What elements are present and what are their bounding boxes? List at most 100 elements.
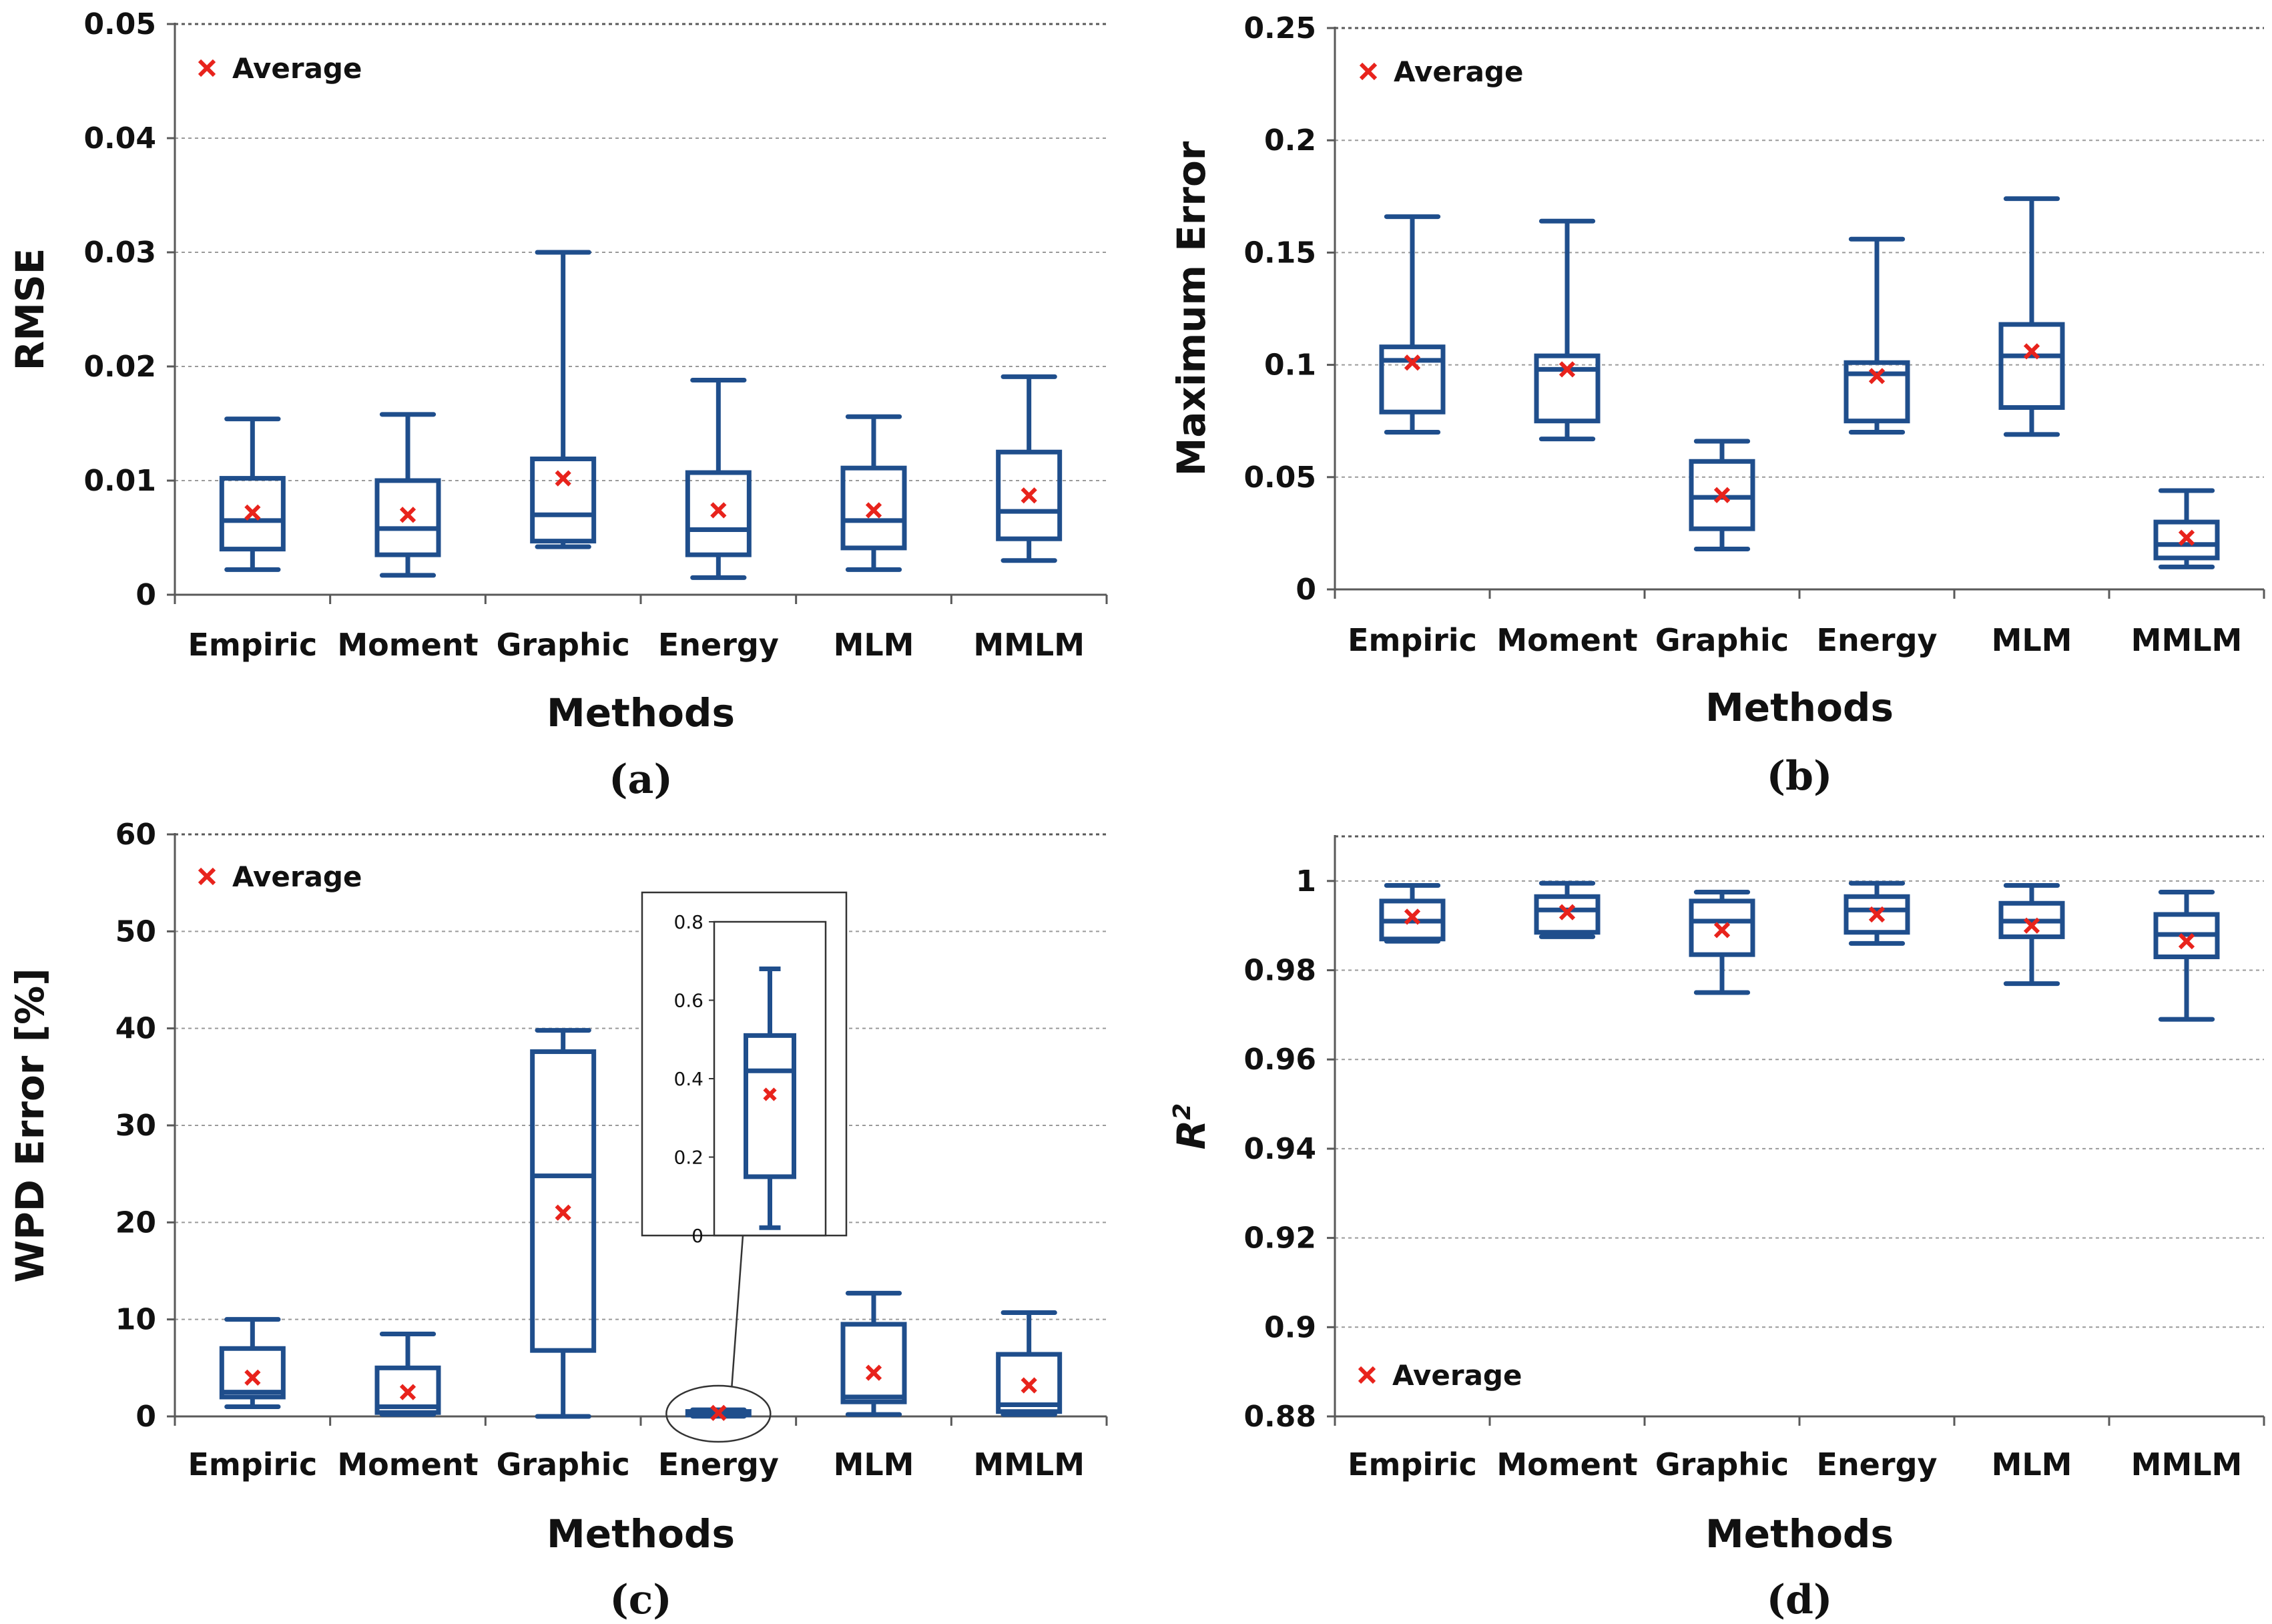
y-tick-label: 0.25	[1243, 11, 1316, 45]
average-marker-stroke	[710, 1404, 727, 1421]
x-tick-label: MMLM	[2131, 622, 2243, 658]
inset-box-iqr	[744, 1033, 796, 1179]
y-tick-label: 0	[135, 578, 156, 612]
y-tick-label: 0.02	[83, 350, 156, 384]
y-tick-label: 0.9	[1264, 1310, 1316, 1344]
y-axis-title: WPD Error [%]	[7, 968, 53, 1282]
x-tick-label: Empiric	[188, 627, 317, 663]
y-tick-label: 40	[115, 1012, 156, 1046]
y-tick-label: 0.1	[1264, 348, 1316, 382]
box-mlm	[840, 414, 907, 572]
box-iqr	[374, 1365, 441, 1415]
y-axis-title: R2	[1169, 1103, 1214, 1150]
box-iqr	[1843, 894, 1910, 935]
x-tick-label: Energy	[1817, 1446, 1938, 1482]
average-marker-stroke	[399, 1384, 416, 1400]
y-tick-label: 0.88	[1243, 1400, 1316, 1434]
legend-label: Average	[232, 860, 362, 893]
box-mmlm	[996, 1310, 1063, 1417]
y-tick-label: 60	[115, 818, 156, 852]
y-tick-label: 30	[115, 1109, 156, 1143]
chart-panel-4: 0.88 0.9 0.92 0.94 0.96 0.98 1 Empiric Moment Gra…	[1169, 835, 2265, 1623]
x-tick-label: Graphic	[497, 627, 630, 663]
x-tick-label: Moment	[1496, 1446, 1637, 1482]
average-marker	[1558, 904, 1576, 920]
box-moment	[374, 1331, 441, 1417]
average-marker-stroke	[1558, 904, 1576, 920]
average-marker-stroke	[1404, 354, 1421, 371]
average-marker	[710, 1404, 727, 1421]
x-tick-label: MLM	[1992, 622, 2072, 658]
box-graphic	[530, 1028, 597, 1419]
average-marker	[1713, 487, 1731, 503]
average-marker-stroke	[399, 507, 416, 523]
x-tick-label: Graphic	[1655, 1446, 1789, 1482]
x-axis-title: Methods	[1705, 685, 1894, 730]
panel-label: (a)	[609, 756, 673, 803]
average-marker-stroke	[1868, 906, 1886, 923]
box-iqr	[530, 1049, 597, 1353]
box-iqr	[996, 1352, 1063, 1414]
inset-y-tick-label: 0.4	[673, 1068, 703, 1090]
x-axis-title: Methods	[547, 1511, 735, 1557]
average-marker	[1021, 1377, 1037, 1394]
y-tick-label: 0.96	[1243, 1043, 1316, 1077]
average-marker-stroke	[2023, 917, 2040, 934]
average-marker-stroke	[1713, 487, 1731, 503]
average-marker-stroke	[555, 470, 571, 487]
y-tick-label: 0.2	[1264, 123, 1316, 158]
box-iqr	[530, 457, 597, 544]
legend-label: Average	[1394, 55, 1523, 88]
box-iqr	[1379, 344, 1446, 415]
average-marker-stroke	[1404, 908, 1421, 925]
inset-zoom: 0 0.2 0.4 0.6 0.8	[641, 891, 848, 1443]
y-tick-label: 0	[1296, 573, 1316, 607]
average-marker-stroke	[1713, 922, 1731, 938]
y-tick-label: 0.98	[1243, 954, 1316, 988]
inset-average-marker	[763, 1087, 777, 1101]
average-marker	[1713, 922, 1731, 938]
box-graphic	[530, 250, 597, 549]
x-tick-label: Moment	[337, 1446, 478, 1482]
box-graphic	[1689, 890, 1755, 995]
average-marker-stroke	[1021, 487, 1037, 504]
box-iqr	[685, 470, 752, 557]
y-tick-label: 0.03	[83, 236, 156, 270]
average-marker	[865, 502, 882, 519]
x-tick-label: MMLM	[2131, 1446, 2243, 1482]
y-tick-label: 1	[1296, 864, 1316, 898]
y-tick-label: 0.94	[1243, 1132, 1316, 1166]
y-tick-label: 50	[115, 914, 156, 949]
box-mmlm	[2153, 890, 2220, 1022]
average-marker-stroke	[2178, 932, 2195, 950]
average-marker	[2023, 343, 2040, 360]
x-tick-label: MLM	[834, 627, 914, 663]
average-marker-stroke	[2178, 529, 2195, 546]
average-marker-stroke	[1021, 1377, 1037, 1394]
average-marker	[2023, 917, 2040, 934]
y-axis-title: RMSE	[7, 248, 53, 371]
box-empiric	[1379, 883, 1446, 944]
box-moment	[1534, 218, 1601, 442]
x-tick-label: Empiric	[1348, 622, 1477, 658]
box-iqr	[840, 1322, 907, 1404]
average-marker-stroke	[244, 1369, 261, 1386]
average-marker	[1404, 908, 1421, 925]
box-energy	[1843, 880, 1910, 946]
average-marker	[1021, 487, 1037, 504]
average-marker	[555, 470, 571, 487]
average-marker-stroke	[555, 1204, 571, 1221]
inset-callout-ellipse	[665, 1384, 772, 1443]
box-mmlm	[996, 374, 1063, 563]
y-axis-title-sup: 2	[1169, 1103, 1196, 1120]
box-mlm	[1998, 883, 2065, 987]
box-mlm	[1998, 196, 2065, 437]
legend-marker	[1358, 1366, 1376, 1384]
x-tick-label: Moment	[1496, 622, 1637, 658]
y-tick-label: 20	[115, 1205, 156, 1240]
panel-label: (b)	[1767, 753, 1833, 800]
box-moment	[374, 412, 441, 578]
legend: Average	[1359, 55, 1523, 88]
box-iqr	[374, 478, 441, 557]
legend-marker	[198, 867, 216, 886]
